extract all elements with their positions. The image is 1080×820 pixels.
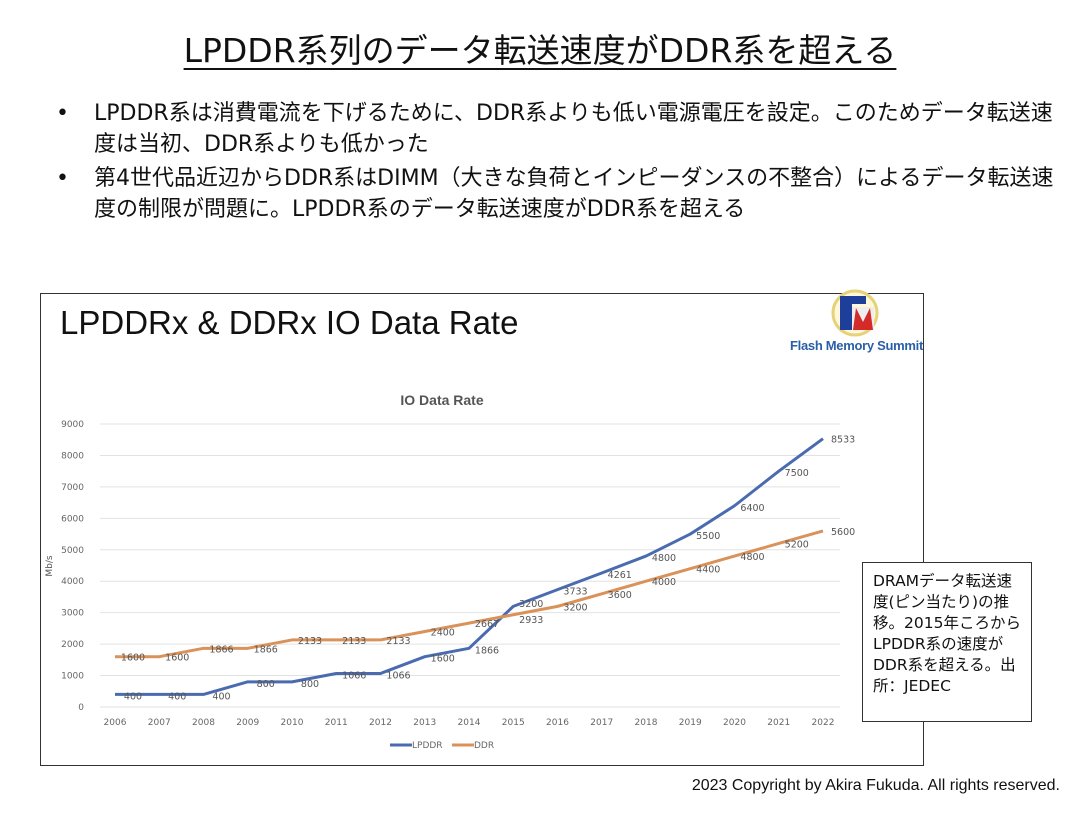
data-label: 5200 <box>785 539 809 550</box>
x-tick-label: 2012 <box>369 718 392 728</box>
y-tick-label: 0 <box>78 703 84 713</box>
legend-label: DDR <box>474 741 494 751</box>
data-label: 3200 <box>519 599 543 610</box>
data-label: 4261 <box>608 570 632 581</box>
data-label: 5500 <box>696 531 720 542</box>
fms-logo-icon <box>831 289 879 337</box>
y-tick-label: 5000 <box>61 546 84 556</box>
y-tick-label: 7000 <box>61 483 84 493</box>
data-label: 2933 <box>519 615 543 626</box>
data-label: 1066 <box>342 670 366 681</box>
y-tick-label: 4000 <box>61 577 84 587</box>
data-label: 2133 <box>386 636 410 647</box>
chart-frame <box>40 293 924 766</box>
slide-title: LPDDR系列のデータ転送速度がDDR系を超える <box>183 31 897 70</box>
x-tick-label: 2007 <box>148 718 171 728</box>
y-tick-label: 8000 <box>61 451 84 461</box>
x-tick-label: 2022 <box>812 718 835 728</box>
x-tick-label: 2011 <box>325 718 348 728</box>
series-line-lpddr <box>115 437 824 696</box>
data-label: 4000 <box>652 577 676 588</box>
data-label: 2400 <box>431 628 455 639</box>
data-label: 7500 <box>785 468 809 479</box>
data-label: 800 <box>301 679 319 690</box>
legend-label: LPDDR <box>412 741 443 751</box>
data-label: 6400 <box>740 503 764 514</box>
x-tick-label: 2020 <box>723 718 746 728</box>
data-label: 3200 <box>563 602 587 613</box>
data-label: 3600 <box>608 590 632 601</box>
chart-title: IO Data Rate <box>400 392 483 408</box>
bullet-list: LPDDR系は消費電流を下げるために、DDR系よりも低い電源電圧を設定。このため… <box>50 98 1070 228</box>
series-line-ddr <box>115 529 824 659</box>
data-label: 1866 <box>475 645 499 656</box>
x-tick-label: 2018 <box>635 718 658 728</box>
x-tick-label: 2009 <box>236 718 259 728</box>
y-tick-label: 2000 <box>61 640 84 650</box>
x-tick-label: 2008 <box>192 718 215 728</box>
data-label: 1066 <box>386 670 410 681</box>
data-label: 2667 <box>475 619 499 630</box>
x-tick-label: 2010 <box>281 718 304 728</box>
fms-logo-caption: Flash Memory Summit <box>790 338 923 353</box>
data-label: 400 <box>168 691 186 702</box>
x-tick-label: 2014 <box>458 718 481 728</box>
y-tick-label: 3000 <box>61 609 84 619</box>
y-tick-label: 6000 <box>61 514 84 524</box>
x-tick-label: 2015 <box>502 718 525 728</box>
x-tick-label: 2017 <box>590 718 613 728</box>
data-label: 5600 <box>831 527 855 538</box>
data-label: 1600 <box>165 653 189 664</box>
data-label: 2133 <box>298 636 322 647</box>
bullet-item: 第4世代品近辺からDDR系はDIMM（大きな負荷とインピーダンスの不整合）による… <box>50 163 1070 225</box>
x-tick-label: 2013 <box>413 718 436 728</box>
data-label: 1600 <box>431 654 455 665</box>
data-label: 1600 <box>121 653 145 664</box>
data-label: 8533 <box>831 435 855 446</box>
data-label: 400 <box>212 691 230 702</box>
data-label: 4400 <box>696 565 720 576</box>
data-label: 4800 <box>652 553 676 564</box>
y-tick-label: 9000 <box>61 420 84 430</box>
y-tick-label: 1000 <box>61 672 84 682</box>
data-label: 3733 <box>563 587 587 598</box>
data-label: 400 <box>124 691 142 702</box>
data-label: 2133 <box>342 636 366 647</box>
bullet-item: LPDDR系は消費電流を下げるために、DDR系よりも低い電源電圧を設定。このため… <box>50 98 1070 160</box>
data-label: 1866 <box>254 644 278 655</box>
chart-heading: LPDDRx & DDRx IO Data Rate <box>60 304 519 341</box>
x-tick-label: 2006 <box>104 718 127 728</box>
data-label: 4800 <box>740 552 764 563</box>
copyright: 2023 Copyright by Akira Fukuda. All righ… <box>691 777 1060 794</box>
x-tick-label: 2016 <box>546 718 569 728</box>
data-label: 1866 <box>209 644 233 655</box>
note-box: DRAMデータ転送速度(ピン当たり)の推移。2015年ころからLPDDR系の速度… <box>862 562 1032 722</box>
x-tick-label: 2021 <box>767 718 790 728</box>
y-axis-label: Mb/s <box>45 555 55 577</box>
data-label: 800 <box>257 679 275 690</box>
x-tick-label: 2019 <box>679 718 702 728</box>
